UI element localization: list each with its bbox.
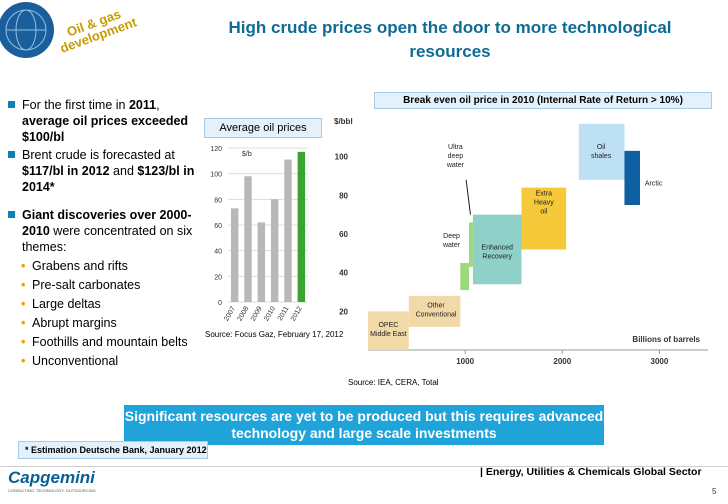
avg-chart-source: Source: Focus Gaz, February 17, 2012 [205,330,344,339]
x-tick-label: 2010 [263,305,277,322]
theme-item: • Grabens and rifts [21,259,128,273]
x-tick-label: 2000 [553,357,571,366]
square-bullet-icon [8,101,15,108]
segment-label: Arctic [645,181,663,188]
square-bullet-icon [8,211,15,218]
page-number: 5 [712,487,717,496]
sector-label: | Energy, Utilities & Chemicals Global S… [480,466,702,478]
breakeven-chart-source: Source: IEA, CERA, Total [348,378,439,387]
bullet-item: Giant discoveries over 2000-2010 were co… [6,207,206,255]
segment-label: Conventional [416,311,457,318]
y-tick-label: 100 [210,172,222,179]
theme-item: • Abrupt margins [21,316,117,330]
y-tick-label: 20 [339,307,348,316]
segment-bar [469,222,473,267]
y-tick-label: 20 [214,274,222,281]
bar [284,159,292,302]
x-tick-label: 2009 [250,305,264,322]
capgemini-logo: Capgemini [8,468,95,487]
bullet-list: For the first time in 2011, average oil … [6,97,206,369]
bar [297,151,306,302]
dot-bullet-icon: • [21,278,26,292]
bar [270,199,279,302]
x-tick-label: 2011 [277,305,291,322]
segment-label: Enhanced [481,244,513,251]
segment-label: Middle East [370,331,407,338]
y-axis-unit: $/b [242,151,252,158]
theme-item: • Pre-salt carbonates [21,278,141,292]
segment-label: shales [591,153,612,160]
segment-label: water [446,162,465,169]
y-tick-label: 100 [335,153,349,162]
y-tick-label: 40 [339,269,348,278]
segment-label: Extra [536,190,552,197]
y-tick-label: 60 [339,230,348,239]
x-tick-label: 2007 [223,305,237,322]
segment-label: Heavy [534,199,554,206]
dot-bullet-icon: • [21,354,26,368]
segment-label: Oil [597,144,606,151]
segment-bar [408,295,461,327]
segment-bar [472,214,522,285]
bar [244,176,252,302]
theme-item: • Large deltas [21,297,101,311]
dot-bullet-icon: • [21,297,26,311]
avg-oil-price-chart: 0 20 40 60 80 100 120 $/b 2007 2008 2009 2010 2011 20… [210,146,308,322]
dot-bullet-icon: • [21,335,26,349]
segment-label: Recovery [482,253,512,260]
breakeven-chart-title: Break even oil price in 2010 (Internal R… [374,92,712,109]
annotation-arrow [465,179,471,215]
bar [257,222,266,302]
y-tick-label: 60 [214,223,222,230]
conclusion-banner: Significant resources are yet to be prod… [124,405,604,445]
footnote: * Estimation Deutsche Bank, January 2012 [18,441,208,459]
bullet-item: Brent crude is forecasted at $117/bl in … [6,147,206,195]
dot-bullet-icon: • [21,259,26,273]
footer-divider [0,466,728,467]
x-tick-label: 1000 [456,357,474,366]
segment-bar [624,150,640,205]
x-tick-label: 3000 [651,357,669,366]
segment-label: deep [448,153,464,160]
segment-label: water [442,242,461,249]
globe-logo-icon [0,2,54,58]
y-tick-label: 80 [214,197,222,204]
dot-bullet-icon: • [21,316,26,330]
y-tick-label: 40 [214,249,222,256]
y-tick-label: 80 [339,191,348,200]
avg-chart-title: Average oil prices [204,118,322,138]
y-axis-unit: $/bbl [334,117,353,126]
segment-bar [460,263,470,291]
bullet-item: For the first time in 2011, average oil … [6,97,206,145]
segment-bar [578,123,625,180]
x-tick-label: 2008 [237,305,251,322]
y-tick-label: 120 [210,146,222,153]
page-title: High crude prices open the door to more … [228,18,672,61]
segment-bar [521,187,567,250]
segment-label: oil [540,208,547,215]
square-bullet-icon [8,151,15,158]
bar [230,208,239,302]
x-tick-label: 2012 [290,305,304,322]
segment-bar [368,311,409,350]
breakeven-chart: 20 40 60 80 100 $/bbl 1000 2000 3000 Billions of … [334,117,708,366]
section-logo-text: Oil & gas development [58,6,139,56]
theme-item: • Foothills and mountain belts [21,335,188,349]
capgemini-tagline: CONSULTING. TECHNOLOGY. OUTSOURCING [8,488,96,493]
segment-label: OPEC [378,322,398,329]
segment-label: Ultra [448,144,463,151]
x-axis-label: Billions of barrels [632,335,700,344]
segment-label: Deep [443,233,460,240]
y-tick-label: 0 [218,300,222,307]
segment-label: Other [427,302,445,309]
theme-item: • Unconventional [21,354,119,368]
